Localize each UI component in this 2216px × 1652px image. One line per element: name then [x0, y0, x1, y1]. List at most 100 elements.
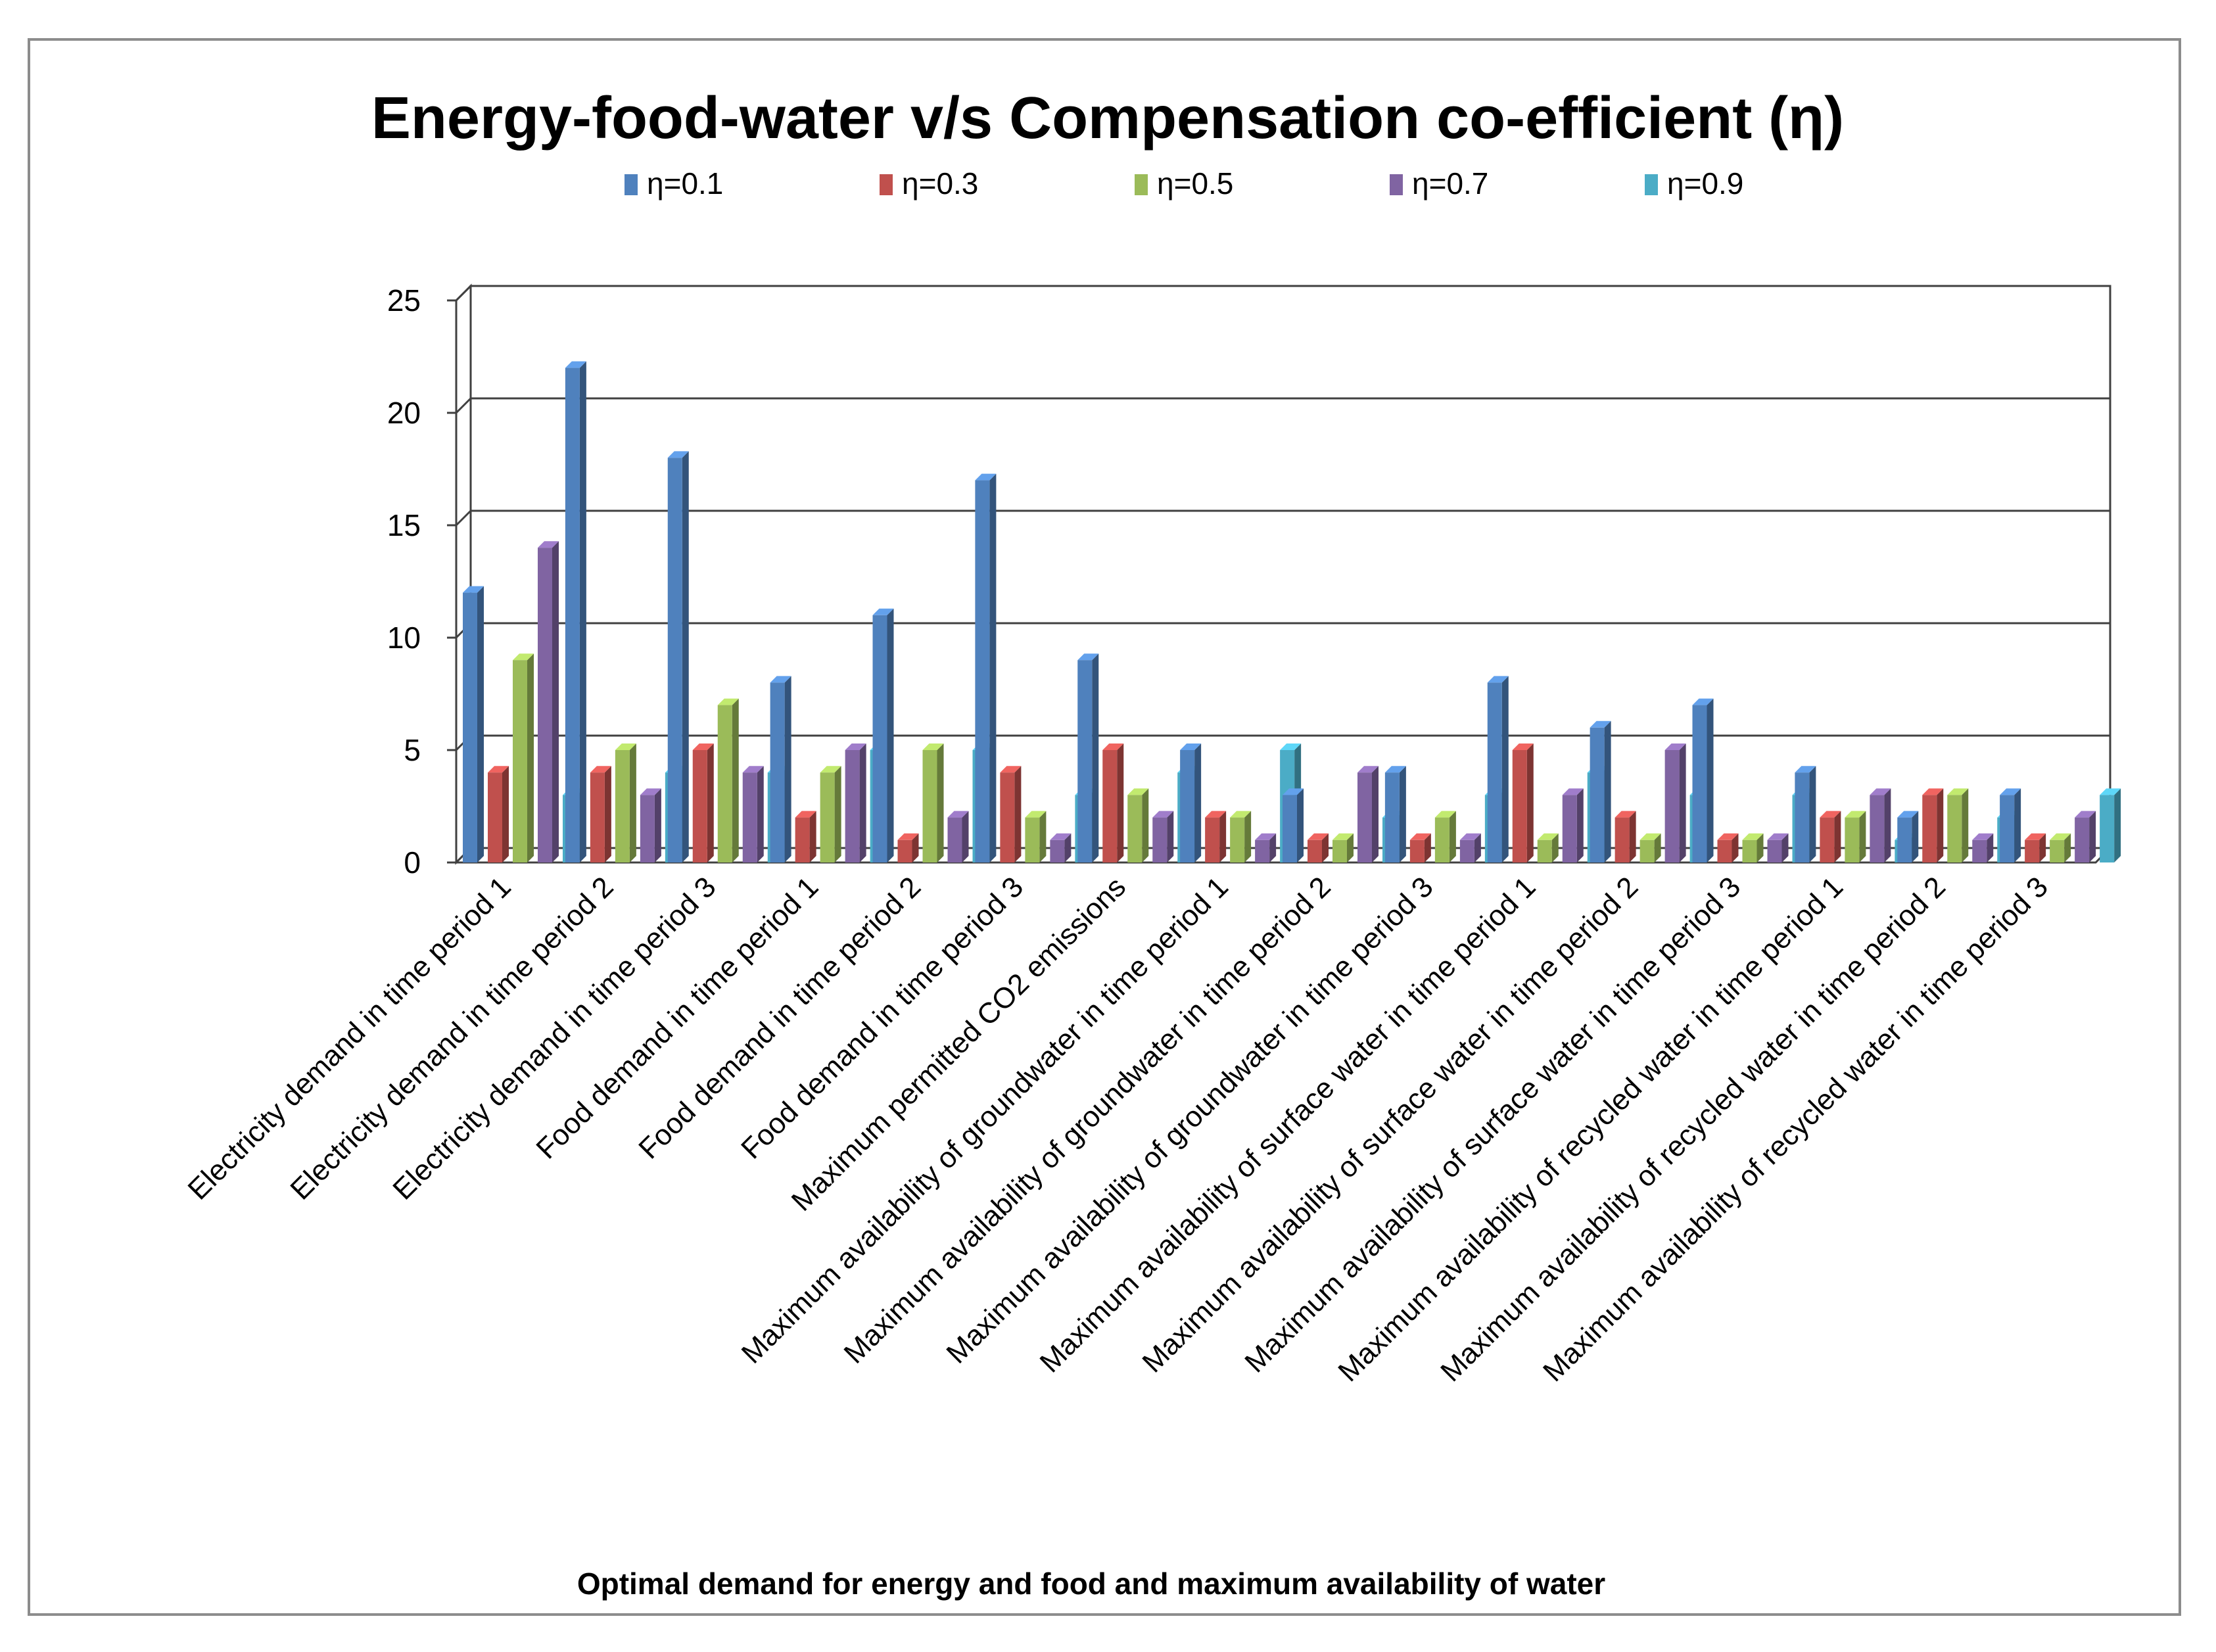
- bar: [1487, 676, 1509, 862]
- bar-front: [1664, 750, 1680, 862]
- bar-side: [2089, 811, 2096, 862]
- bar-top: [872, 608, 894, 615]
- bar: [1870, 788, 1891, 862]
- bar: [1639, 833, 1661, 862]
- y-axis: 0 5 10 15 20 25: [387, 283, 456, 880]
- bar-front: [820, 772, 835, 862]
- bar-front: [513, 660, 527, 862]
- x-axis: Electricity demand in time period 1Elect…: [182, 870, 2054, 1388]
- bar: [1230, 811, 1252, 862]
- bar-top: [947, 811, 969, 818]
- bar-top: [1308, 833, 1329, 840]
- bar: [947, 811, 969, 862]
- y-tick-label: 15: [387, 508, 421, 542]
- bar-side: [784, 676, 791, 862]
- bar-front: [1795, 772, 1810, 862]
- bar: [1409, 833, 1431, 862]
- bar: [1664, 743, 1686, 862]
- bar: [2100, 788, 2121, 862]
- bar-side: [1372, 766, 1379, 862]
- bar-front: [897, 839, 912, 862]
- bar-side: [962, 811, 969, 862]
- bar-top: [1512, 743, 1534, 750]
- bar: [1332, 833, 1354, 862]
- bar: [488, 766, 509, 862]
- bar-front: [463, 592, 477, 862]
- x-category-label: Maximum availability of recycled water i…: [1434, 870, 1952, 1388]
- bar: [1255, 833, 1277, 862]
- bar: [1615, 811, 1636, 862]
- bar-front: [2000, 795, 2015, 862]
- bar-side: [1962, 788, 1969, 862]
- bar: [1795, 766, 1816, 862]
- gridline-depth: [455, 509, 472, 527]
- bar: [922, 743, 944, 862]
- bar-top: [513, 653, 534, 661]
- bar-side: [1092, 653, 1099, 862]
- bar: [742, 766, 764, 862]
- bar: [1180, 743, 1202, 862]
- bar-top: [590, 766, 611, 773]
- bar: [1357, 766, 1379, 862]
- bar-top: [1615, 811, 1636, 818]
- bar-top: [1025, 811, 1047, 818]
- x-category-label: Maximum availability of surface water in…: [1136, 870, 1644, 1379]
- bar-front: [872, 615, 887, 862]
- x-category-label: Maximum availability of groundwater in t…: [838, 870, 1337, 1369]
- bar-front: [1000, 772, 1015, 862]
- bar-front: [692, 750, 707, 862]
- bar: [1512, 743, 1534, 862]
- bar-side: [707, 743, 714, 862]
- bar-side: [809, 811, 816, 862]
- bar-side: [834, 766, 841, 862]
- bar-front: [1050, 839, 1065, 862]
- bar-front: [1459, 839, 1474, 862]
- bar-side: [1194, 743, 1202, 862]
- bar: [1922, 788, 1944, 862]
- bar-side: [859, 743, 866, 862]
- legend-swatch: [1645, 174, 1658, 195]
- bar-top: [1487, 676, 1509, 683]
- bar-top: [2025, 833, 2046, 840]
- bar-top: [1332, 833, 1354, 840]
- bar: [1590, 720, 1611, 862]
- bar: [667, 451, 689, 862]
- bar: [1947, 788, 1969, 862]
- y-tick-label: 5: [404, 733, 421, 767]
- bar-side: [1987, 833, 1994, 862]
- bar: [1127, 788, 1149, 862]
- bar-side: [2064, 833, 2071, 862]
- legend-swatch: [1135, 174, 1148, 195]
- bar-front: [975, 480, 990, 862]
- bar-side: [1551, 833, 1559, 862]
- bar: [1050, 833, 1072, 862]
- bar-top: [1434, 811, 1456, 818]
- bar-front: [590, 772, 605, 862]
- legend-item: η=0.1: [625, 166, 723, 201]
- bar-front: [1283, 795, 1297, 862]
- bar: [872, 608, 894, 862]
- bar-top: [565, 361, 586, 368]
- bar-top: [1664, 743, 1686, 750]
- bar-side: [1884, 788, 1891, 862]
- bar-front: [2050, 839, 2065, 862]
- x-category-label: Maximum availability of surface water in…: [1238, 870, 1747, 1379]
- bar-front: [1230, 817, 1245, 862]
- bar-top: [897, 833, 919, 840]
- bar-side: [1576, 788, 1584, 862]
- bar-side: [1347, 833, 1354, 862]
- bar-side: [1269, 833, 1277, 862]
- bar-side: [1679, 743, 1686, 862]
- bar-top: [2050, 833, 2071, 840]
- bar: [1205, 811, 1227, 862]
- bar: [1562, 788, 1584, 862]
- bar-front: [1639, 839, 1655, 862]
- bar-side: [1424, 833, 1431, 862]
- bar-side: [1859, 811, 1866, 862]
- bar-top: [1639, 833, 1661, 840]
- bar-top: [1384, 766, 1406, 773]
- bar-top: [667, 451, 689, 458]
- legend-swatch: [625, 174, 638, 195]
- y-tick-label: 25: [387, 283, 421, 318]
